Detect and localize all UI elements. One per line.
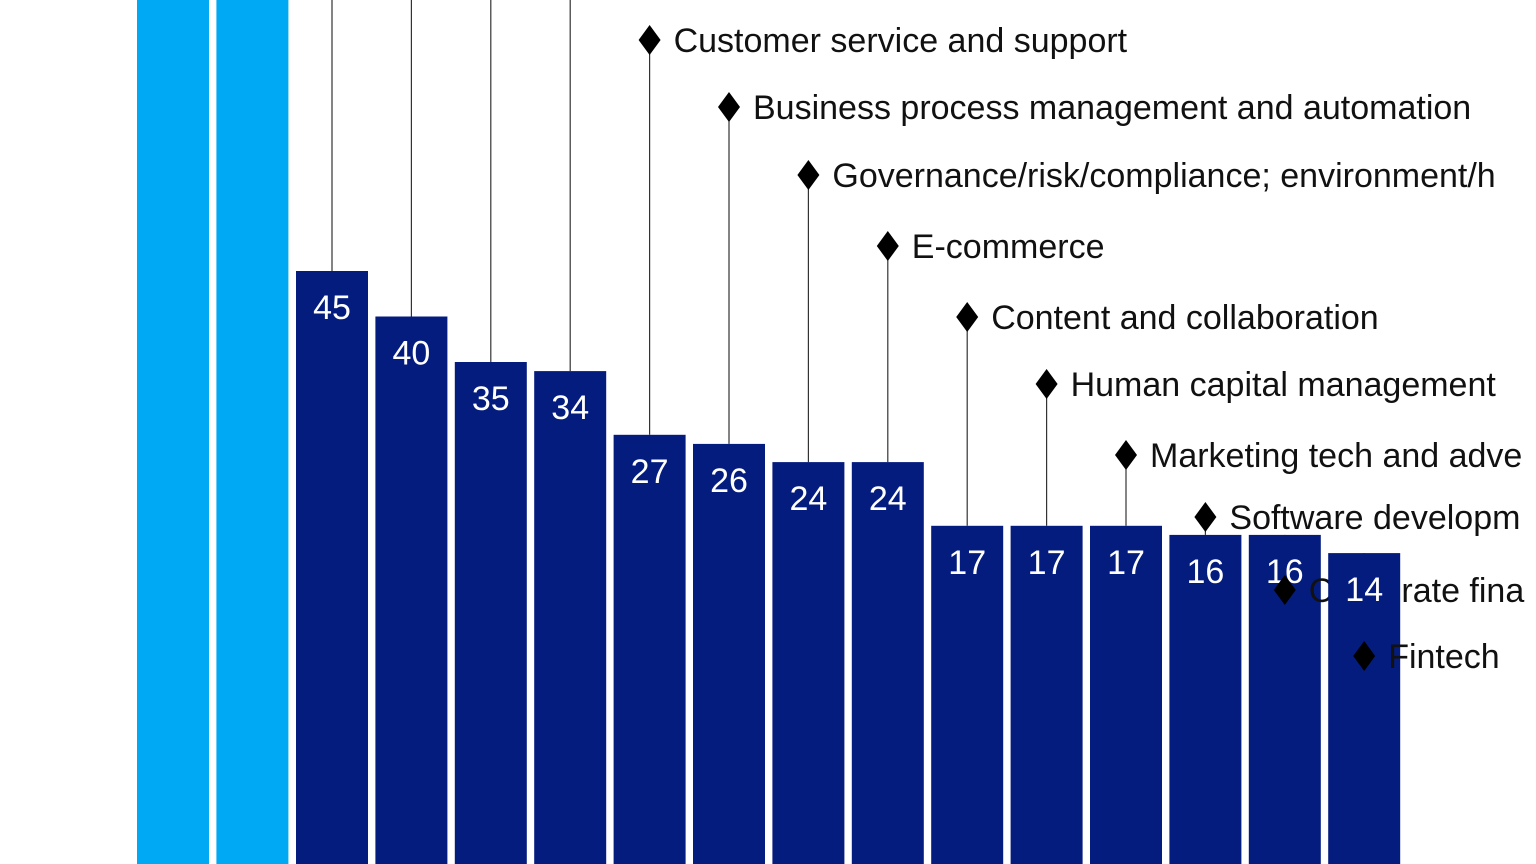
value-label: 26 [710,462,748,500]
value-label: 16 [1186,553,1224,591]
category-label: Content and collaboration [991,299,1378,337]
highlight-bar [216,0,289,864]
value-label: 27 [631,453,669,491]
bar [534,371,607,864]
category-label: Human capital management [1071,366,1497,404]
category-label: Customer service and support [674,22,1128,60]
value-label: 17 [1107,544,1145,582]
category-label: Software developm [1229,499,1520,537]
diamond-marker-icon [1353,641,1376,671]
category-label: Governance/risk/compliance; environment/… [832,157,1495,195]
diamond-marker-icon [1194,502,1217,532]
category-label: Business process management and automati… [753,89,1471,127]
value-label: 45 [313,289,351,327]
value-label: 34 [551,389,589,427]
diamond-marker-icon [1115,440,1137,470]
bar [375,316,448,864]
value-label: 17 [948,544,986,582]
diamond-marker-icon [876,231,899,261]
bar [1169,534,1242,864]
bar [613,434,686,864]
bar [1010,525,1083,864]
bar [931,525,1004,864]
diamond-marker-icon [718,92,740,122]
bar [296,271,368,864]
diamond-marker-icon [797,160,820,190]
bar [1090,525,1162,864]
category-label: Fintech [1388,638,1500,676]
bar [454,362,527,864]
value-label: 17 [1028,544,1066,582]
highlight-bar [137,0,209,864]
bar [772,462,845,864]
value-label: 14 [1345,571,1383,609]
category-label: Marketing tech and adve [1150,437,1522,475]
diamond-marker-icon [1273,575,1296,605]
bar [851,462,924,864]
bar [1328,553,1401,864]
value-label: 24 [869,480,907,518]
value-label: 24 [789,480,827,518]
diamond-marker-icon [638,25,661,55]
diamond-marker-icon [956,302,979,332]
bar [693,443,765,864]
value-label: 35 [472,380,510,418]
diamond-marker-icon [1035,369,1058,399]
category-label: E-commerce [912,228,1105,266]
value-label: 40 [392,335,430,373]
